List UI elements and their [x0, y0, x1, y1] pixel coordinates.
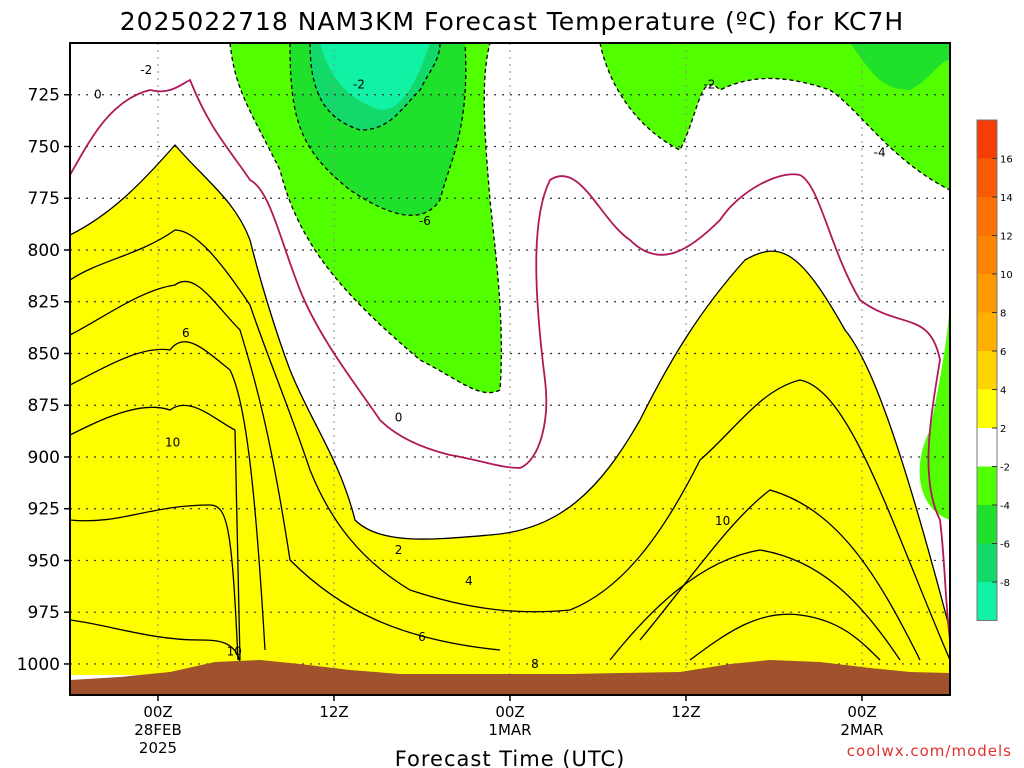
y-tick-label-10: 975: [28, 603, 60, 623]
terrain: [70, 660, 950, 695]
grid-lines: [70, 43, 950, 695]
colorbar-label-4: 8: [1000, 309, 1006, 320]
contour-line-12: [229, 43, 502, 394]
y-tick-label-0: 725: [28, 86, 60, 106]
colorbar-label-10: -6: [1000, 540, 1010, 551]
y-tick-label-2: 775: [28, 189, 60, 209]
contour-line-3: [70, 280, 501, 651]
x-tick-label-2-1: 00Z: [495, 703, 524, 721]
contour-label-2: -2: [353, 77, 365, 91]
contour-lines: [70, 43, 950, 663]
y-tick-label-9: 950: [28, 551, 60, 571]
colorbar-swatch-12: [977, 582, 997, 621]
contour-label-13: -2: [703, 77, 715, 91]
contour-line-1: [70, 229, 950, 661]
colorbar-swatch-6: [977, 351, 997, 390]
contour-label-10: 10: [227, 645, 242, 659]
contour-label-7: 2: [395, 543, 403, 557]
colorbar-label-2: 12: [1000, 232, 1013, 243]
colorbar: 16 14 12 10 8 6 4 2 -2 -4 -6 -8: [976, 119, 1013, 621]
contour-label-14: -4: [874, 146, 886, 160]
colorbar-frame: [976, 119, 998, 621]
temperature-band-9: [70, 43, 950, 520]
temperature-band-14: [850, 43, 950, 90]
contour-labels: 0 -2 -2 -6 6 10 0 2 4 6 10 8 10 -2 -4: [94, 63, 886, 671]
contour-line-7: [70, 619, 241, 663]
contour-label-0: 0: [94, 88, 102, 102]
contour-label-11: 8: [531, 657, 539, 671]
colorbar-swatch-5: [977, 312, 997, 351]
y-tick-label-8: 925: [28, 500, 60, 520]
y-tick-label-4: 825: [28, 293, 60, 313]
contour-label-3: -6: [419, 214, 431, 228]
colorbar-swatch-11: [977, 543, 997, 582]
x-tick-label-3-1: 12Z: [671, 703, 700, 721]
colorbar-label-5: 6: [1000, 347, 1006, 358]
contour-line-4: [70, 341, 266, 651]
contour-line-11: [70, 78, 950, 641]
y-tick-label-3: 800: [28, 241, 60, 261]
x-tick-label-0-1: 00Z: [143, 703, 172, 721]
contour-line-10: [689, 613, 881, 661]
y-tick-label-1: 750: [28, 137, 60, 157]
contour-line-6: [70, 504, 239, 661]
y-tick-label-11: 1000: [17, 655, 60, 675]
colorbar-swatch-9: [977, 466, 997, 505]
contour-label-6: 0: [395, 411, 403, 425]
contour-line-5: [70, 404, 241, 661]
x-tick-label-2-2: 1MAR: [488, 721, 531, 739]
x-tick-label-4-1: 00Z: [847, 703, 876, 721]
contour-label-9: 6: [418, 630, 426, 644]
colorbar-label-0: 16: [1000, 155, 1013, 166]
colorbar-swatch-1: [977, 158, 997, 197]
colorbar-label-11: -8: [1000, 578, 1010, 589]
contour-label-1: -2: [140, 63, 152, 77]
contour-line-8: [609, 549, 901, 661]
y-tick-label-7: 900: [28, 448, 60, 468]
x-tick-label-4-2: 2MAR: [840, 721, 883, 739]
colorbar-label-3: 10: [1000, 270, 1013, 281]
contour-line-9: [639, 489, 921, 661]
contour-label-8: 4: [465, 574, 473, 588]
contour-line-13: [599, 43, 950, 191]
x-axis-label: Forecast Time (UTC): [395, 747, 626, 768]
contour-label-4: 6: [182, 326, 190, 340]
colorbar-swatch-7: [977, 389, 997, 428]
x-tick-label-1-1: 12Z: [319, 703, 348, 721]
x-tick-label-0-3: 2025: [139, 739, 177, 757]
colorbar-swatch-10: [977, 505, 997, 544]
colorbar-swatch-0: [977, 120, 997, 159]
contour-label-5: 10: [165, 435, 180, 449]
colorbar-label-1: 14: [1000, 193, 1013, 204]
credit-text: coolwx.com/models: [846, 742, 1012, 760]
y-tick-label-6: 875: [28, 396, 60, 416]
x-tick-label-0-2: 28FEB: [134, 721, 181, 739]
chart-title: 2025022718 NAM3KM Forecast Temperature (…: [120, 7, 904, 36]
colorbar-label-7: 2: [1000, 424, 1006, 435]
y-axis: 725 750 775 800 825 850 875 900 925 950 975 1000: [17, 86, 70, 675]
colorbar-swatch-2: [977, 197, 997, 236]
colorbar-label-8: -2: [1000, 463, 1010, 474]
contour-line-2: [70, 144, 950, 631]
y-tick-label-5: 850: [28, 344, 60, 364]
colorbar-swatch-8: [977, 428, 997, 467]
contour-label-12: 10: [715, 514, 730, 528]
colorbar-label-6: 4: [1000, 386, 1006, 397]
contour-line-15: [309, 43, 441, 131]
temperature-band-13: [320, 43, 430, 110]
colorbar-swatch-3: [977, 235, 997, 274]
colorbar-label-9: -4: [1000, 501, 1010, 512]
plot-area: [70, 43, 950, 695]
colorbar-swatch-4: [977, 274, 997, 313]
